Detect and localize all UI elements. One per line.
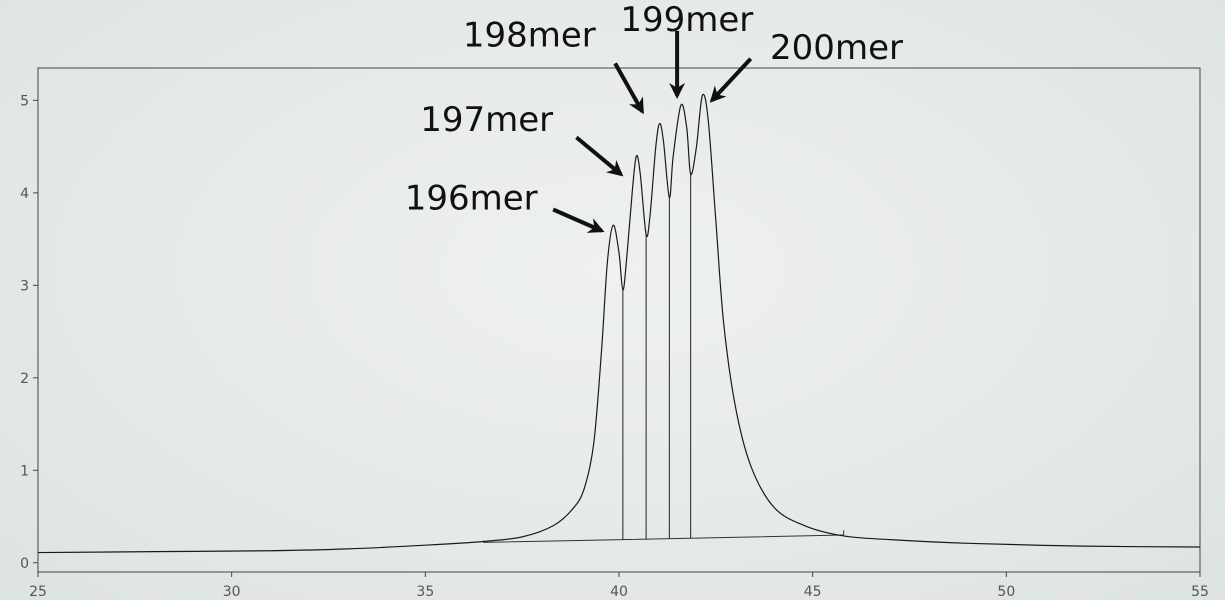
peak-annotation-label: 200mer [770,28,903,68]
x-tick-label: 35 [416,584,434,600]
peak-annotation-arrow [575,135,624,177]
peak-annotation-label: 197mer [420,100,553,140]
x-tick-label: 25 [29,584,47,600]
peak-annotation-arrow [709,57,753,103]
chromatogram-trace [37,93,1201,554]
y-tick-label: 2 [20,371,29,387]
x-tick-label: 40 [610,584,628,600]
x-tick-label: 30 [223,584,241,600]
y-tick-label: 5 [20,93,29,109]
peak-annotation-label: 198mer [463,16,596,56]
plot-frame [37,67,1201,573]
x-tick-label: 45 [804,584,822,600]
peak-annotation-arrow [552,207,605,233]
y-tick-label: 3 [20,278,29,294]
peak-annotation-label: 199mer [620,0,753,40]
y-tick-label: 0 [20,556,29,572]
integration-baseline [483,534,844,543]
x-tick-label: 55 [1191,584,1209,600]
y-tick-label: 4 [20,186,29,202]
y-tick-label: 1 [20,463,29,479]
peak-annotation-label: 196mer [405,178,538,218]
peak-annotation-arrow [613,62,644,115]
x-tick-label: 50 [997,584,1015,600]
